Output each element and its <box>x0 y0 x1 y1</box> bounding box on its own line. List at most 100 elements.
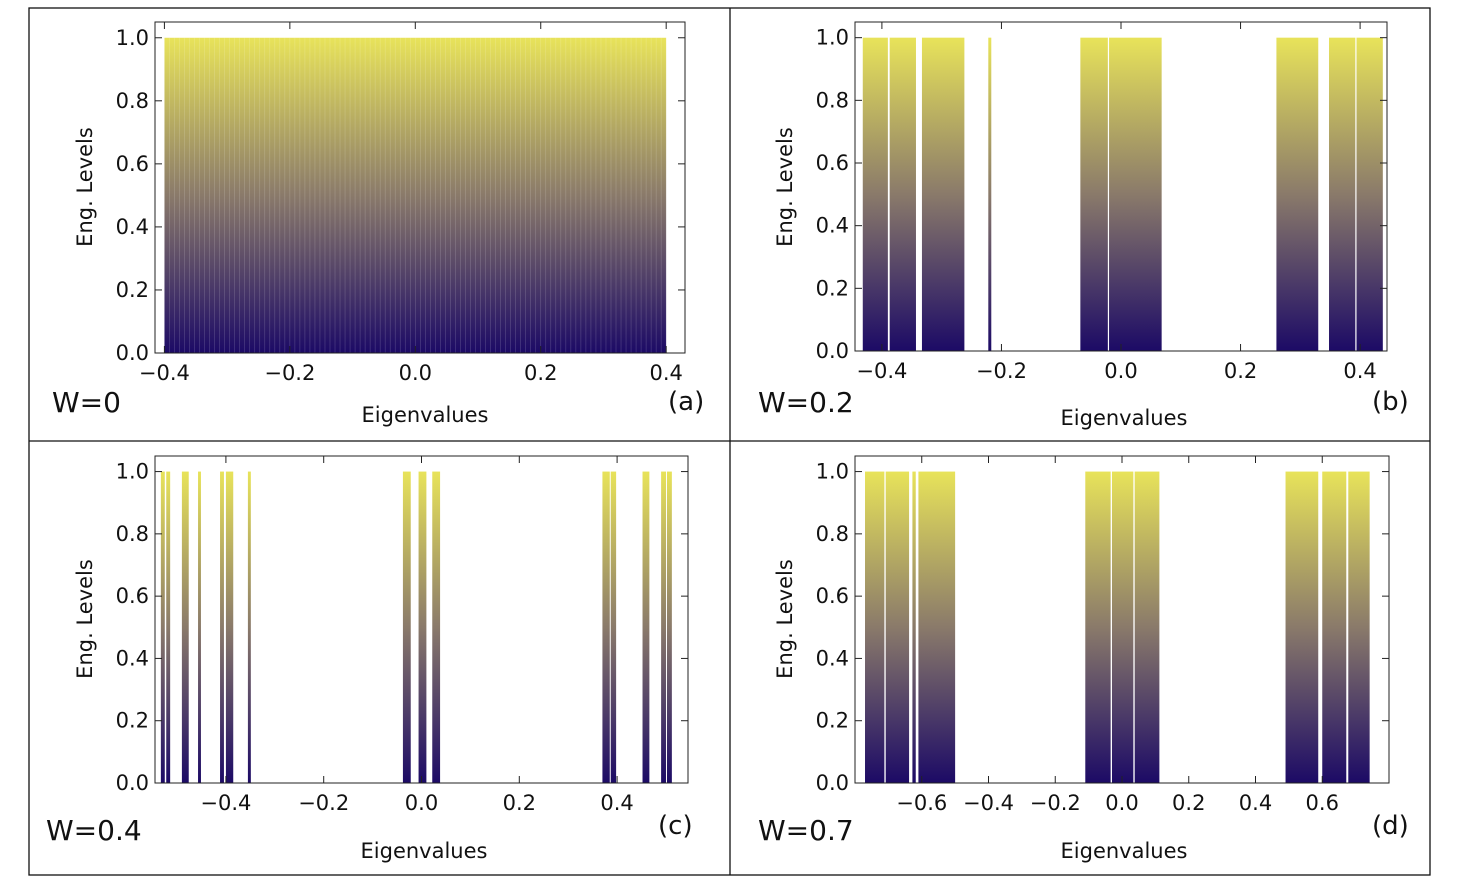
panel-c-ytick-label: 0.2 <box>116 709 149 733</box>
panel-b-xtick-label: −0.4 <box>856 359 907 383</box>
panel-a-tag: (a) <box>668 387 704 417</box>
panel-c-band-12 <box>642 471 650 783</box>
panel-a-ytick-label: 0.0 <box>116 341 149 365</box>
panel-b-xtick-label: 0.4 <box>1343 359 1376 383</box>
panel-d-ytick-label: 0.6 <box>816 584 849 608</box>
panel-c-band-8 <box>418 471 427 783</box>
panel-d-band-5 <box>1111 471 1134 783</box>
panel-d-w-label: W=0.7 <box>758 814 854 847</box>
panel-b-levels <box>862 37 1383 352</box>
panel-c-band-9 <box>432 471 441 783</box>
panel-c-w-label: W=0.4 <box>46 814 142 847</box>
panel-b-band-6 <box>1276 37 1319 352</box>
panel-a-y-axis-title: Eng. Levels <box>73 127 97 247</box>
panel-d-ticks: −0.6 −0.4 −0.2 0.0 0.2 0.4 0.6 0.0 0.2 0.4 0.6 0.8 1… <box>816 456 1389 815</box>
panel-d-ytick-label: 0.4 <box>816 646 849 670</box>
panel-c-band-10 <box>602 471 610 783</box>
panel-d-band-4 <box>1085 471 1111 783</box>
panel-b-xtick-label: 0.2 <box>1224 359 1257 383</box>
panel-d-xtick-label: 0.2 <box>1172 791 1205 815</box>
panel-c-ytick-label: 0.6 <box>116 584 149 608</box>
panel-d-ytick-label: 0.8 <box>816 522 849 546</box>
panel-d-band-3 <box>918 471 956 783</box>
panel-c-band-11 <box>610 471 617 783</box>
panel-b-ytick-label: 1.0 <box>816 26 849 50</box>
panel-a-ytick-label: 1.0 <box>116 26 149 50</box>
panel-d-xtick-label: −0.4 <box>963 791 1014 815</box>
panel-b-x-axis-title: Eigenvalues <box>1061 406 1188 430</box>
panel-a-x-axis-title: Eigenvalues <box>362 403 489 427</box>
panel-c-xtick-label: 0.4 <box>600 791 633 815</box>
panel-c-ticks: −0.4 −0.2 0.0 0.2 0.4 0.0 0.2 0.4 0.6 0.8 1.0 <box>116 456 688 815</box>
panel-d: −0.6 −0.4 −0.2 0.0 0.2 0.4 0.6 0.0 0.2 0.4 0.6 0.8 1… <box>758 455 1409 863</box>
panel-b-band-8 <box>1356 37 1383 352</box>
panel-c-ytick-label: 0.4 <box>116 646 149 670</box>
panel-a-xtick-label: −0.4 <box>139 361 190 385</box>
panel-b-ytick-label: 0.4 <box>816 214 849 238</box>
panel-c-levels <box>160 471 672 783</box>
panel-b-xtick-label: −0.2 <box>976 359 1027 383</box>
panel-a-band-0 <box>164 37 667 354</box>
panel-d-band-7 <box>1285 471 1319 783</box>
panel-a-levels <box>164 37 667 354</box>
panel-b-band-1 <box>889 37 916 352</box>
panel-c-band-6 <box>247 471 251 783</box>
panel-a-ytick-label: 0.6 <box>116 152 149 176</box>
panel-c-y-axis-title: Eng. Levels <box>73 559 97 679</box>
panel-a-ytick-label: 0.2 <box>116 278 149 302</box>
panel-c-xtick-label: 0.0 <box>405 791 438 815</box>
panel-d-band-1 <box>885 471 910 783</box>
panel-b-y-axis-title: Eng. Levels <box>773 127 797 247</box>
panel-b-band-3 <box>988 37 992 352</box>
panel-c-band-7 <box>402 471 411 783</box>
panel-c-ytick-label: 0.0 <box>116 771 149 795</box>
panel-d-band-9 <box>1348 471 1370 783</box>
panel-d-xtick-label: −0.6 <box>896 791 947 815</box>
panel-a-xtick-label: 0.0 <box>399 361 432 385</box>
panel-a-xtick-label: 0.2 <box>524 361 557 385</box>
panel-d-xtick-label: 0.0 <box>1105 791 1138 815</box>
panel-b-band-5 <box>1109 37 1162 352</box>
panel-d-x-axis-title: Eigenvalues <box>1061 839 1188 863</box>
panel-c-xtick-label: −0.4 <box>200 791 251 815</box>
panel-c-band-0 <box>160 471 165 783</box>
panel-a: −0.4 −0.2 0.0 0.2 0.4 0.0 0.2 0.4 0.6 0.8 1.0 Eige… <box>52 21 704 427</box>
panel-c-band-5 <box>225 471 234 783</box>
panel-c-ytick-label: 0.8 <box>116 522 149 546</box>
panel-b: −0.4 −0.2 0.0 0.2 0.4 0.0 0.2 0.4 0.6 0.8 1.0 Eige… <box>758 21 1409 430</box>
panel-b-ytick-label: 0.0 <box>816 339 849 363</box>
panel-c-ytick-label: 1.0 <box>116 460 149 484</box>
panel-c: −0.4 −0.2 0.0 0.2 0.4 0.0 0.2 0.4 0.6 0.8 1.0 Eige… <box>46 455 693 863</box>
panel-d-xtick-label: −0.2 <box>1030 791 1081 815</box>
panel-c-band-13 <box>661 471 666 783</box>
panel-b-ytick-label: 0.8 <box>816 88 849 112</box>
panel-b-tag: (b) <box>1372 387 1409 417</box>
panel-c-tag: (c) <box>658 811 693 841</box>
panel-b-band-2 <box>921 37 965 352</box>
panel-b-ytick-label: 0.6 <box>816 151 849 175</box>
panel-c-band-4 <box>220 471 224 783</box>
panel-b-band-4 <box>1080 37 1108 352</box>
panel-b-band-7 <box>1329 37 1356 352</box>
panel-a-w-label: W=0 <box>52 386 121 419</box>
panel-b-ticks: −0.4 −0.2 0.0 0.2 0.4 0.0 0.2 0.4 0.6 0.8 1.0 <box>816 22 1387 383</box>
panel-d-xtick-label: 0.6 <box>1306 791 1339 815</box>
panel-c-band-3 <box>198 471 201 783</box>
panel-c-x-axis-title: Eigenvalues <box>361 839 488 863</box>
panel-c-xtick-label: 0.2 <box>503 791 536 815</box>
panel-a-ytick-label: 0.8 <box>116 89 149 113</box>
panel-b-ytick-label: 0.2 <box>816 276 849 300</box>
panel-d-band-2 <box>912 471 916 783</box>
panel-d-y-axis-title: Eng. Levels <box>773 559 797 679</box>
panel-b-band-0 <box>862 37 888 352</box>
panel-d-xtick-label: 0.4 <box>1239 791 1272 815</box>
panel-d-ytick-label: 1.0 <box>816 460 849 484</box>
panel-d-band-6 <box>1134 471 1160 783</box>
panel-c-band-14 <box>666 471 672 783</box>
panel-a-xtick-label: −0.2 <box>264 361 315 385</box>
panel-d-ytick-label: 0.0 <box>816 771 849 795</box>
panel-c-band-1 <box>166 471 171 783</box>
panel-d-band-0 <box>865 471 885 783</box>
panel-a-ticks: −0.4 −0.2 0.0 0.2 0.4 0.0 0.2 0.4 0.6 0.8 1.0 <box>116 22 685 385</box>
